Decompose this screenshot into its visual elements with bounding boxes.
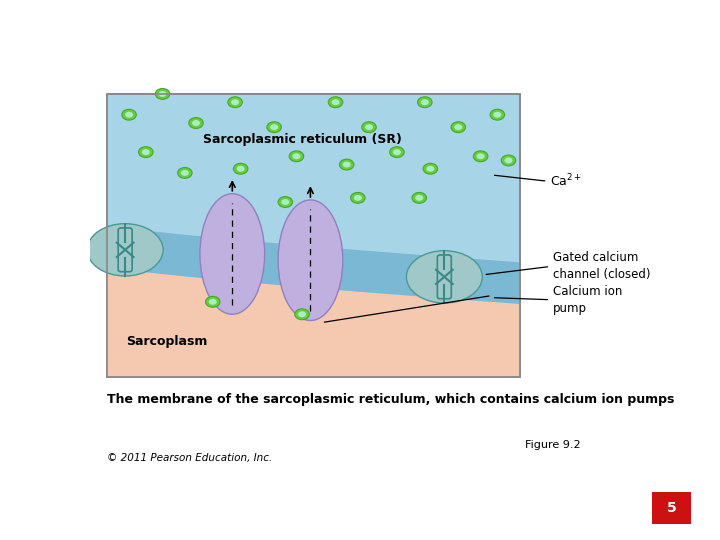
Circle shape [158,91,166,97]
Circle shape [426,166,434,172]
FancyBboxPatch shape [118,228,132,272]
Circle shape [138,147,153,158]
Circle shape [393,149,401,155]
Circle shape [178,167,192,178]
Circle shape [361,122,377,133]
Circle shape [189,118,203,129]
Circle shape [267,122,282,133]
Circle shape [490,109,505,120]
FancyBboxPatch shape [107,94,520,377]
Ellipse shape [200,194,265,314]
Circle shape [418,97,432,107]
Circle shape [473,151,488,161]
Circle shape [365,124,373,130]
Circle shape [351,192,365,203]
Circle shape [209,299,217,305]
Circle shape [415,195,423,201]
Text: Ca$^{2+}$: Ca$^{2+}$ [550,173,582,190]
Circle shape [181,170,189,176]
Circle shape [343,161,351,167]
Text: The membrane of the sarcoplasmic reticulum, which contains calcium ion pumps: The membrane of the sarcoplasmic reticul… [107,393,674,406]
Circle shape [505,158,513,164]
Circle shape [231,99,239,105]
Circle shape [298,311,306,318]
Circle shape [454,124,462,130]
Text: © 2011 Pearson Education, Inc.: © 2011 Pearson Education, Inc. [107,453,272,463]
Text: 5: 5 [667,501,676,515]
Text: Sarcoplasm: Sarcoplasm [126,335,207,348]
Polygon shape [107,266,520,377]
Circle shape [282,199,289,205]
Circle shape [477,153,485,159]
Circle shape [270,124,278,130]
Ellipse shape [406,251,482,303]
Circle shape [423,163,438,174]
Circle shape [390,147,404,158]
Circle shape [192,120,200,126]
Circle shape [451,122,466,133]
Circle shape [122,109,136,120]
Circle shape [501,155,516,166]
Circle shape [156,89,170,99]
Circle shape [205,296,220,307]
Circle shape [354,195,362,201]
Ellipse shape [278,200,343,321]
Circle shape [420,99,429,105]
FancyBboxPatch shape [437,255,451,299]
Circle shape [228,97,243,107]
Polygon shape [107,225,520,304]
Circle shape [278,197,292,207]
Circle shape [289,151,304,161]
Circle shape [331,99,340,105]
Circle shape [294,309,310,320]
Circle shape [233,163,248,174]
Circle shape [292,153,300,159]
Circle shape [237,166,245,172]
Circle shape [125,112,133,118]
Circle shape [328,97,343,107]
Text: Figure 9.2: Figure 9.2 [526,440,581,450]
Circle shape [493,112,501,118]
Circle shape [142,149,150,155]
Text: Sarcoplasmic reticulum (SR): Sarcoplasmic reticulum (SR) [202,133,402,146]
Circle shape [412,192,426,203]
Text: Calcium ion
pump: Calcium ion pump [553,285,623,315]
Text: Gated calcium
channel (closed): Gated calcium channel (closed) [553,252,651,281]
FancyBboxPatch shape [652,492,691,524]
Circle shape [339,159,354,170]
Ellipse shape [87,224,163,276]
